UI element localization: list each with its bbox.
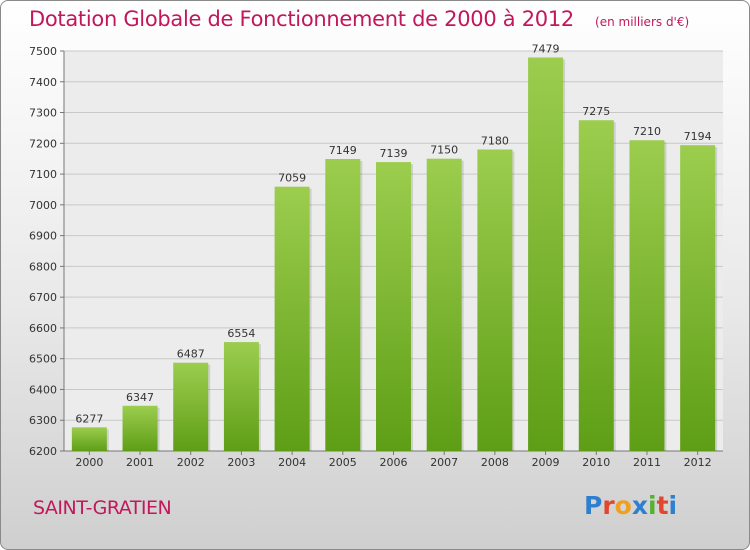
chart-subtitle: (en milliers d'€) bbox=[595, 15, 690, 29]
y-tick-label: 6800 bbox=[29, 260, 57, 273]
bar-value-label: 7479 bbox=[532, 42, 560, 55]
x-tick-label: 2010 bbox=[582, 456, 610, 469]
y-tick-label: 6500 bbox=[29, 353, 57, 366]
x-tick-label: 2003 bbox=[227, 456, 255, 469]
bar-value-label: 7139 bbox=[380, 147, 408, 160]
bar-value-label: 6347 bbox=[126, 391, 154, 404]
x-tick-label: 2011 bbox=[633, 456, 661, 469]
x-tick-label: 2000 bbox=[75, 456, 103, 469]
bar bbox=[122, 405, 158, 451]
x-tick-label: 2009 bbox=[532, 456, 560, 469]
y-tick-label: 6600 bbox=[29, 322, 57, 335]
y-tick-label: 6200 bbox=[29, 445, 57, 458]
logo-letter: i bbox=[668, 491, 678, 520]
bar bbox=[680, 145, 716, 451]
bar bbox=[173, 362, 209, 451]
bar-value-label: 7180 bbox=[481, 134, 509, 147]
logo-letter: o bbox=[614, 491, 632, 520]
y-tick-label: 7200 bbox=[29, 137, 57, 150]
y-tick-label: 7400 bbox=[29, 76, 57, 89]
bar-value-label: 6277 bbox=[75, 412, 103, 425]
y-tick-label: 6300 bbox=[29, 414, 57, 427]
bar-value-label: 7149 bbox=[329, 144, 357, 157]
x-tick-label: 2007 bbox=[430, 456, 458, 469]
bar bbox=[426, 158, 462, 451]
y-tick-label: 6400 bbox=[29, 383, 57, 396]
proxiti-logo: Proxiti bbox=[584, 491, 677, 520]
y-tick-label: 7100 bbox=[29, 168, 57, 181]
y-tick-label: 7000 bbox=[29, 199, 57, 212]
logo-letter: t bbox=[656, 491, 669, 520]
logo-letter: x bbox=[631, 491, 648, 520]
bar-value-label: 7059 bbox=[278, 172, 306, 185]
bar bbox=[274, 186, 310, 451]
bar-value-label: 7194 bbox=[684, 130, 712, 143]
place-name: SAINT-GRATIEN bbox=[33, 497, 172, 519]
bar bbox=[325, 159, 361, 451]
bar bbox=[578, 120, 614, 451]
bar bbox=[528, 57, 564, 451]
logo-letter: P bbox=[584, 491, 603, 520]
bar bbox=[71, 427, 107, 451]
chart-title: Dotation Globale de Fonctionnement de 20… bbox=[29, 7, 574, 31]
logo-letter: i bbox=[648, 491, 657, 520]
bar bbox=[477, 149, 513, 451]
y-tick-label: 7300 bbox=[29, 107, 57, 120]
bar-value-label: 7210 bbox=[633, 125, 661, 138]
bar-value-label: 7150 bbox=[430, 144, 458, 157]
bar bbox=[376, 162, 411, 452]
y-tick-label: 7500 bbox=[29, 45, 57, 58]
title-row: Dotation Globale de Fonctionnement de 20… bbox=[29, 7, 689, 31]
bar-value-label: 6554 bbox=[227, 327, 255, 340]
x-tick-label: 2012 bbox=[684, 456, 712, 469]
x-tick-label: 2002 bbox=[177, 456, 205, 469]
bar-value-label: 7275 bbox=[582, 105, 610, 118]
x-tick-label: 2008 bbox=[481, 456, 509, 469]
bar-value-label: 6487 bbox=[177, 348, 205, 361]
y-tick-label: 6700 bbox=[29, 291, 57, 304]
x-tick-label: 2006 bbox=[380, 456, 408, 469]
x-tick-label: 2001 bbox=[126, 456, 154, 469]
x-tick-label: 2004 bbox=[278, 456, 306, 469]
logo-letter: r bbox=[602, 491, 615, 520]
bar bbox=[629, 140, 665, 451]
y-tick-label: 6900 bbox=[29, 230, 57, 243]
x-tick-label: 2005 bbox=[329, 456, 357, 469]
bar bbox=[223, 342, 259, 451]
